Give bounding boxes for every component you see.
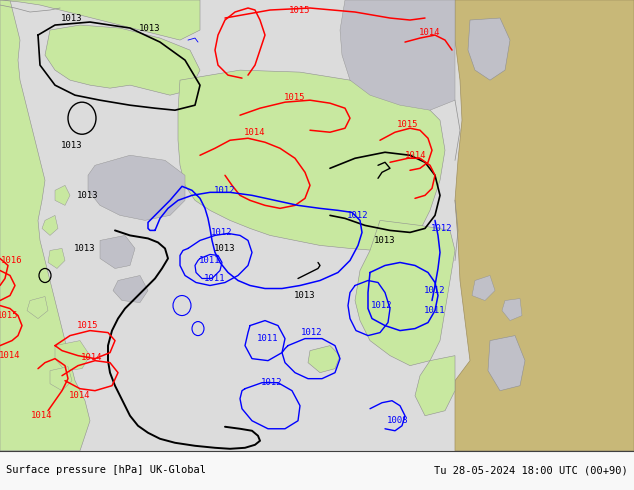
Polygon shape <box>502 298 522 320</box>
Text: 1012: 1012 <box>424 286 446 295</box>
Polygon shape <box>178 70 445 250</box>
Polygon shape <box>48 248 65 269</box>
Polygon shape <box>468 18 510 80</box>
Text: 1013: 1013 <box>214 244 236 253</box>
Text: 1013: 1013 <box>294 291 316 300</box>
Polygon shape <box>27 296 48 318</box>
Polygon shape <box>45 25 200 95</box>
Polygon shape <box>0 0 90 451</box>
Text: 1014: 1014 <box>81 353 103 362</box>
Text: 1012: 1012 <box>431 224 453 233</box>
Text: 1011: 1011 <box>199 256 221 265</box>
Polygon shape <box>42 216 58 235</box>
Text: 1015: 1015 <box>398 120 418 129</box>
Text: 1013: 1013 <box>61 14 83 23</box>
Text: 1015: 1015 <box>284 93 306 101</box>
Text: 1014: 1014 <box>244 128 266 137</box>
Polygon shape <box>55 341 90 370</box>
Text: 1011: 1011 <box>204 274 226 283</box>
Text: 1011: 1011 <box>257 334 279 343</box>
Text: 1015: 1015 <box>0 311 19 320</box>
Polygon shape <box>472 275 495 300</box>
Text: 1011: 1011 <box>424 306 446 315</box>
Polygon shape <box>308 345 340 373</box>
Text: 1015: 1015 <box>289 5 311 15</box>
Text: 1008: 1008 <box>387 416 409 425</box>
Text: 1014: 1014 <box>31 411 53 420</box>
Polygon shape <box>88 155 185 220</box>
Text: 1015: 1015 <box>77 321 99 330</box>
Text: 1012: 1012 <box>372 301 392 310</box>
Polygon shape <box>455 0 634 451</box>
Text: 1012: 1012 <box>214 186 236 195</box>
Text: 1013: 1013 <box>374 236 396 245</box>
Text: 1012: 1012 <box>301 328 323 337</box>
Polygon shape <box>113 275 148 302</box>
Text: 1013: 1013 <box>61 141 83 150</box>
Text: 1016: 1016 <box>1 256 23 265</box>
Polygon shape <box>100 235 135 269</box>
Text: 1014: 1014 <box>69 391 91 400</box>
Text: Surface pressure [hPa] UK-Global: Surface pressure [hPa] UK-Global <box>6 466 206 475</box>
Text: 1012: 1012 <box>261 378 283 387</box>
Text: 1014: 1014 <box>405 151 427 160</box>
Text: 1014: 1014 <box>419 27 441 37</box>
Text: 1012: 1012 <box>211 228 233 237</box>
Text: 1012: 1012 <box>347 211 369 220</box>
Polygon shape <box>340 0 455 110</box>
Polygon shape <box>355 220 455 366</box>
Polygon shape <box>50 367 72 391</box>
Polygon shape <box>488 336 525 391</box>
Polygon shape <box>415 356 455 416</box>
Polygon shape <box>55 185 70 205</box>
Text: Tu 28-05-2024 18:00 UTC (00+90): Tu 28-05-2024 18:00 UTC (00+90) <box>434 466 628 475</box>
Text: 1013: 1013 <box>74 244 96 253</box>
Text: 1013: 1013 <box>77 191 99 200</box>
Polygon shape <box>0 0 200 40</box>
Text: 1014: 1014 <box>0 351 21 360</box>
Text: 1013: 1013 <box>139 24 161 32</box>
